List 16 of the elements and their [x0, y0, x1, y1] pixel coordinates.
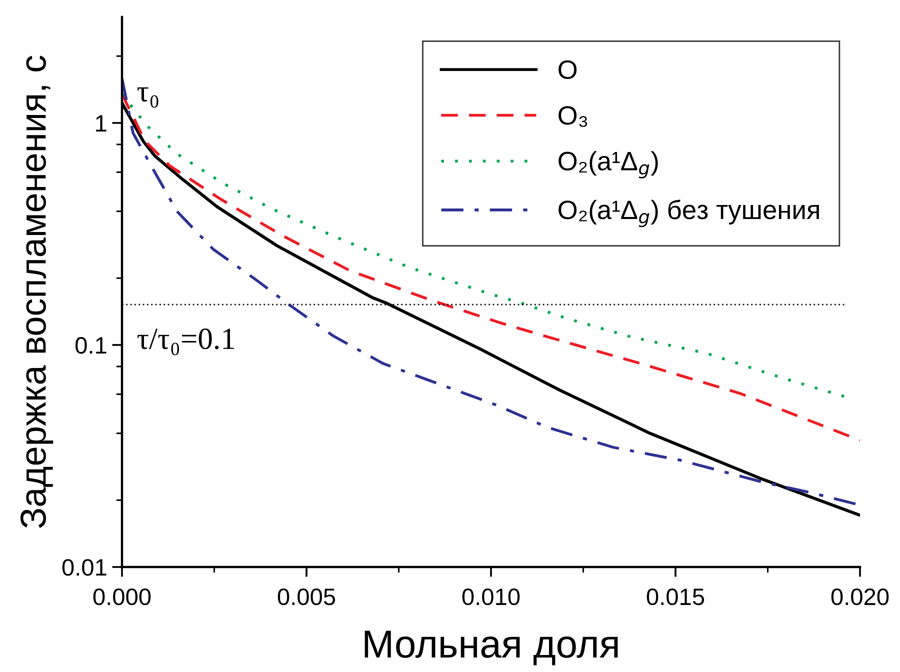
legend-label: O₃: [558, 106, 588, 127]
legend-label: O: [558, 60, 577, 80]
annotation: τ/τ₀=0.1: [137, 328, 234, 356]
x-tick-label: 0.005: [278, 588, 336, 606]
y-tick-label: 0.1: [76, 337, 106, 354]
annotation: τ₀: [137, 87, 158, 108]
y-tick-label: 0.01: [62, 559, 106, 576]
x-axis-title: Мольная доля: [364, 630, 618, 666]
x-tick-label: 0.000: [93, 588, 151, 606]
x-tick-label: 0.010: [462, 588, 520, 606]
x-tick-label: 0.020: [831, 588, 889, 606]
x-tick-label: 0.015: [646, 588, 704, 606]
legend-label: O₂(a¹Δ$_{g}$): [558, 151, 658, 178]
legend-label: O₂(a¹Δ$_{g}$) без тушения: [558, 200, 819, 228]
y-tick-label: 1: [96, 115, 106, 132]
y-axis-title: Задержка воспламенения, с: [20, 56, 54, 528]
